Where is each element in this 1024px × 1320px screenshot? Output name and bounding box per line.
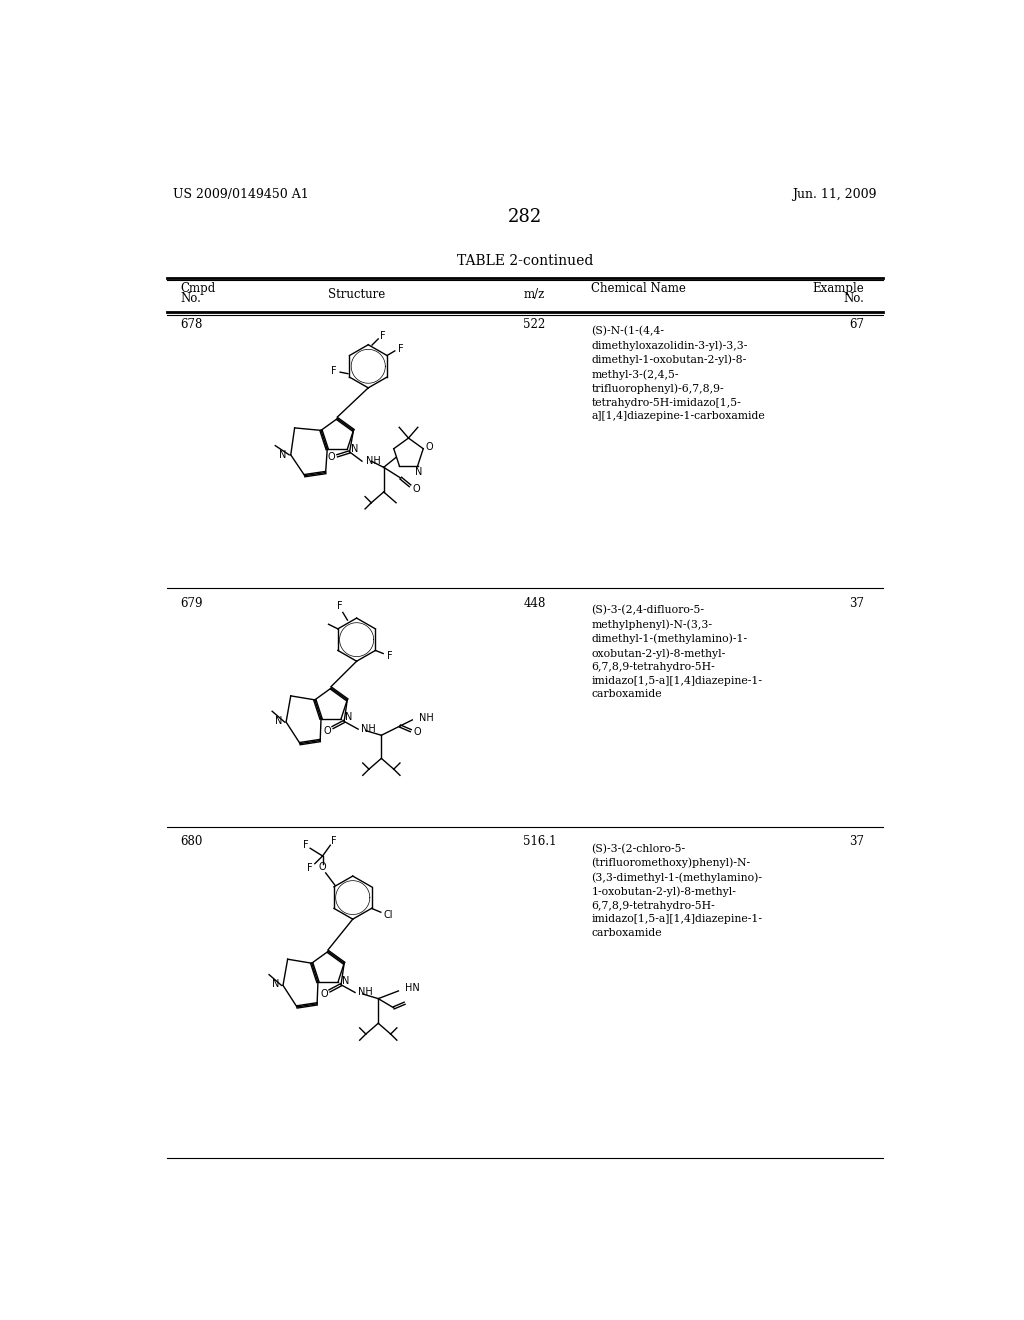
Text: O: O: [318, 862, 327, 871]
Text: F: F: [380, 331, 386, 341]
Text: 678: 678: [180, 318, 203, 331]
Text: NH: NH: [366, 457, 381, 466]
Text: 448: 448: [523, 597, 546, 610]
Text: N: N: [351, 445, 358, 454]
Text: NH: NH: [361, 725, 376, 734]
Text: F: F: [386, 651, 392, 661]
Text: (S)-3-(2,4-difluoro-5-
methylphenyl)-N-(3,3-
dimethyl-1-(methylamino)-1-
oxobuta: (S)-3-(2,4-difluoro-5- methylphenyl)-N-(…: [592, 605, 763, 700]
Text: N: N: [280, 450, 287, 459]
Text: No.: No.: [180, 292, 202, 305]
Text: (S)-3-(2-chloro-5-
(trifluoromethoxy)phenyl)-N-
(3,3-dimethyl-1-(methylamino)-
1: (S)-3-(2-chloro-5- (trifluoromethoxy)phe…: [592, 843, 763, 939]
Text: N: N: [416, 467, 423, 477]
Text: N: N: [271, 979, 279, 989]
Text: O: O: [328, 453, 335, 462]
Text: m/z: m/z: [523, 288, 545, 301]
Text: 67: 67: [849, 318, 864, 331]
Text: F: F: [331, 836, 336, 846]
Text: Chemical Name: Chemical Name: [592, 282, 686, 296]
Text: NH: NH: [358, 987, 373, 998]
Text: Cl: Cl: [384, 909, 393, 920]
Text: O: O: [321, 989, 328, 999]
Text: 522: 522: [523, 318, 546, 331]
Text: 282: 282: [508, 207, 542, 226]
Text: No.: No.: [844, 292, 864, 305]
Text: F: F: [398, 343, 403, 354]
Text: Structure: Structure: [328, 288, 385, 301]
Text: F: F: [337, 601, 342, 611]
Text: NH: NH: [419, 713, 433, 723]
Text: HN: HN: [404, 983, 420, 993]
Text: O: O: [426, 442, 433, 453]
Text: F: F: [307, 863, 313, 874]
Text: O: O: [413, 484, 420, 494]
Text: F: F: [303, 841, 308, 850]
Text: 680: 680: [180, 836, 203, 849]
Text: TABLE 2-continued: TABLE 2-continued: [457, 253, 593, 268]
Text: O: O: [414, 727, 421, 737]
Text: 37: 37: [849, 836, 864, 849]
Text: N: N: [274, 715, 282, 726]
Text: F: F: [331, 367, 337, 376]
Text: N: N: [345, 713, 352, 722]
Text: (S)-N-(1-(4,4-
dimethyloxazolidin-3-yl)-3,3-
dimethyl-1-oxobutan-2-yl)-8-
methyl: (S)-N-(1-(4,4- dimethyloxazolidin-3-yl)-…: [592, 326, 765, 421]
Text: N: N: [342, 975, 349, 986]
Text: Jun. 11, 2009: Jun. 11, 2009: [793, 189, 877, 202]
Text: 679: 679: [180, 597, 203, 610]
Text: 37: 37: [849, 597, 864, 610]
Text: Cmpd: Cmpd: [180, 282, 216, 296]
Text: O: O: [324, 726, 331, 735]
Text: 516.1: 516.1: [523, 836, 557, 849]
Text: Example: Example: [812, 282, 864, 296]
Text: US 2009/0149450 A1: US 2009/0149450 A1: [173, 189, 308, 202]
